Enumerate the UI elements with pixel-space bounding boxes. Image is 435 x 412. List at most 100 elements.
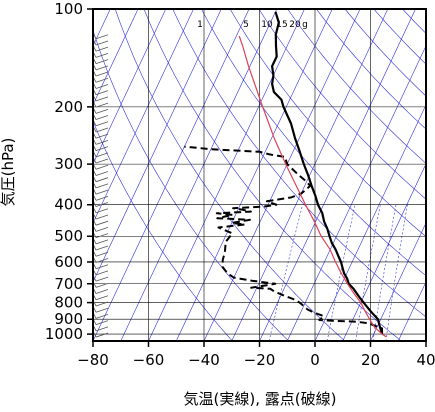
dry-adiabat-line (402, 9, 426, 34)
x-tick-label: 40 (416, 351, 435, 369)
mixing-ratio-labels: 1 5 10 15 20 g (197, 20, 308, 30)
mixing-ratio-label: 20 (289, 20, 301, 30)
dry-adiabat-line (258, 9, 426, 200)
wind-barb (93, 274, 109, 282)
x-tick-label: 20 (361, 351, 380, 369)
mixing-ratio-line (372, 204, 397, 341)
isotherm-line (370, 222, 426, 341)
y-tick-label: 300 (54, 155, 83, 173)
isotherm-line (259, 9, 416, 341)
y-axis-label: 気圧(hPa) (0, 138, 17, 207)
dry-adiabat-line (143, 9, 402, 341)
wind-barb (93, 231, 109, 238)
parcel-line (238, 35, 387, 338)
dewpoint-line (184, 145, 384, 335)
wind-barb (93, 306, 109, 313)
y-tick-label: 400 (54, 196, 83, 214)
guide-lines (93, 9, 435, 341)
wind-barb (93, 281, 109, 288)
mixing-ratio-label: g (302, 20, 308, 30)
isotherm-line (93, 9, 139, 106)
y-tick-label: 700 (54, 275, 83, 293)
y-tick-label: 1000 (45, 325, 83, 343)
y-tick-label: 200 (54, 98, 83, 116)
wind-barb (93, 44, 109, 52)
mixing-ratio-label: 10 (261, 20, 273, 30)
dry-adiabat-line (229, 9, 426, 237)
wind-barb (93, 225, 109, 232)
wind-barb (93, 299, 109, 307)
isotherm-line (286, 45, 426, 341)
axis-ticks: −80 −60 −40 −20 0 20 40 100 200 300 400 500 600 70080… (45, 0, 435, 369)
isotherm-line (314, 104, 426, 341)
isotherm-line (93, 9, 194, 224)
dry-adiabat-line (114, 9, 346, 341)
mixing-ratio-line (385, 204, 408, 341)
y-tick-label: 600 (54, 253, 83, 271)
x-tick-label: 0 (310, 351, 320, 369)
wind-barb (93, 212, 109, 220)
x-tick-label: −20 (244, 351, 276, 369)
isotherm-line (231, 9, 389, 341)
x-tick-label: −80 (77, 351, 109, 369)
wind-barb (93, 119, 109, 127)
mixing-ratio-line (327, 204, 356, 341)
wind-barb (93, 256, 109, 263)
isotherm-line (342, 163, 426, 341)
x-axis-label: 気温(実線), 露点(破線) (184, 390, 337, 408)
isotherm-line (425, 340, 426, 341)
wind-barb (93, 219, 109, 226)
temperature-line (271, 11, 384, 335)
y-tick-label: 500 (54, 227, 83, 245)
wind-barb (93, 63, 109, 71)
wind-barb (93, 175, 109, 183)
dry-adiabat-line (201, 9, 426, 277)
mixing-ratio-label: 5 (243, 20, 249, 30)
profile-series (184, 11, 387, 338)
wind-barb (93, 38, 109, 46)
y-tick-label: 900 (54, 310, 83, 328)
isotherm-line (93, 9, 250, 341)
y-tick-label: 100 (54, 0, 83, 18)
wind-barb (93, 187, 109, 195)
dry-adiabat-line (431, 9, 435, 341)
dry-adiabat-line (93, 120, 233, 341)
y-tick-label: 800 (54, 294, 83, 312)
x-tick-label: −40 (188, 351, 220, 369)
isotherm-line (175, 9, 333, 341)
mixing-ratio-label: 15 (276, 20, 287, 30)
wind-barb (93, 293, 109, 301)
dry-adiabat-line (287, 9, 426, 164)
mixing-ratio-line (268, 204, 303, 341)
wind-barb (93, 169, 109, 176)
wind-barb (93, 57, 109, 64)
wind-barb (93, 243, 109, 251)
wind-barb (93, 94, 109, 102)
wind-barb (93, 113, 109, 120)
wind-barb (93, 150, 109, 158)
wind-barb (93, 32, 109, 40)
grid-lines (93, 9, 426, 341)
wind-barb (93, 268, 109, 276)
wind-barb (93, 287, 109, 294)
wind-barb (93, 82, 109, 89)
wind-barb (93, 156, 109, 164)
isotherm-line (93, 9, 222, 283)
mixing-ratio-line (355, 204, 381, 341)
isotherm-line (397, 281, 426, 341)
wind-barb (93, 237, 109, 245)
dry-adiabat-line (93, 29, 289, 341)
wind-barb (93, 181, 109, 189)
isotherm-line (93, 9, 167, 165)
isotherm-line (148, 9, 305, 341)
wind-barb (93, 69, 109, 77)
isotherm-line (120, 9, 278, 341)
x-tick-label: −60 (133, 351, 165, 369)
dry-adiabat-line (172, 9, 426, 318)
wind-barb (93, 107, 109, 114)
wind-barb (93, 200, 109, 207)
wind-barb (93, 100, 109, 108)
isotherm-line (203, 9, 361, 341)
mixing-ratio-label: 1 (197, 20, 203, 30)
